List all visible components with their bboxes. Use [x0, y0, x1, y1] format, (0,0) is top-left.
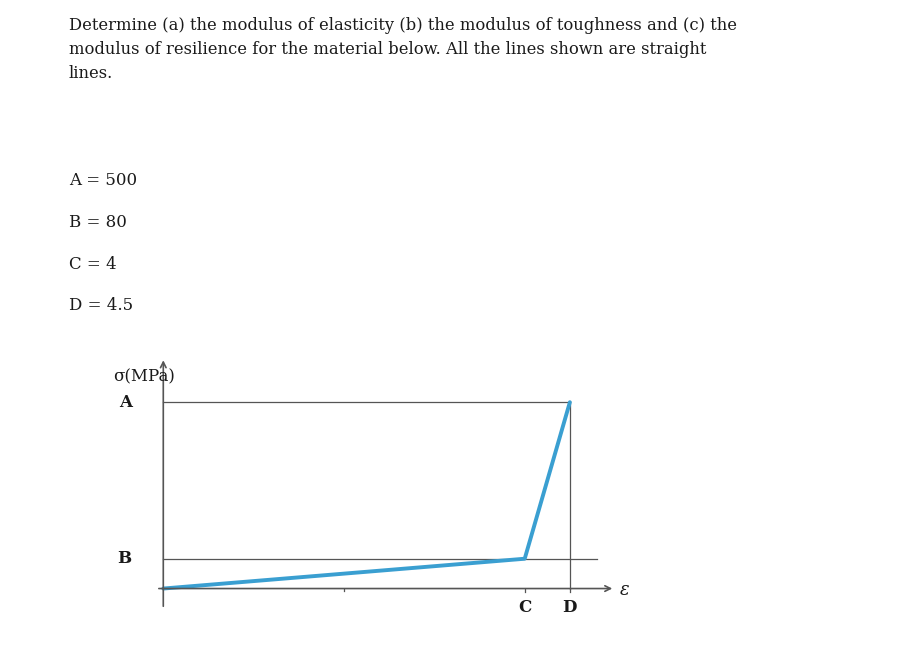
Text: B = 80: B = 80: [69, 214, 127, 231]
Text: C: C: [518, 599, 532, 616]
Text: C = 4: C = 4: [69, 256, 117, 273]
Text: B: B: [118, 550, 131, 567]
Text: D = 4.5: D = 4.5: [69, 297, 133, 314]
Text: Determine (a) the modulus of elasticity (b) the modulus of toughness and (c) the: Determine (a) the modulus of elasticity …: [69, 17, 737, 82]
Text: ε: ε: [620, 581, 629, 599]
Text: σ(MPa): σ(MPa): [114, 369, 175, 386]
Text: D: D: [563, 599, 577, 616]
Text: A = 500: A = 500: [69, 172, 137, 189]
Text: A: A: [118, 394, 131, 410]
